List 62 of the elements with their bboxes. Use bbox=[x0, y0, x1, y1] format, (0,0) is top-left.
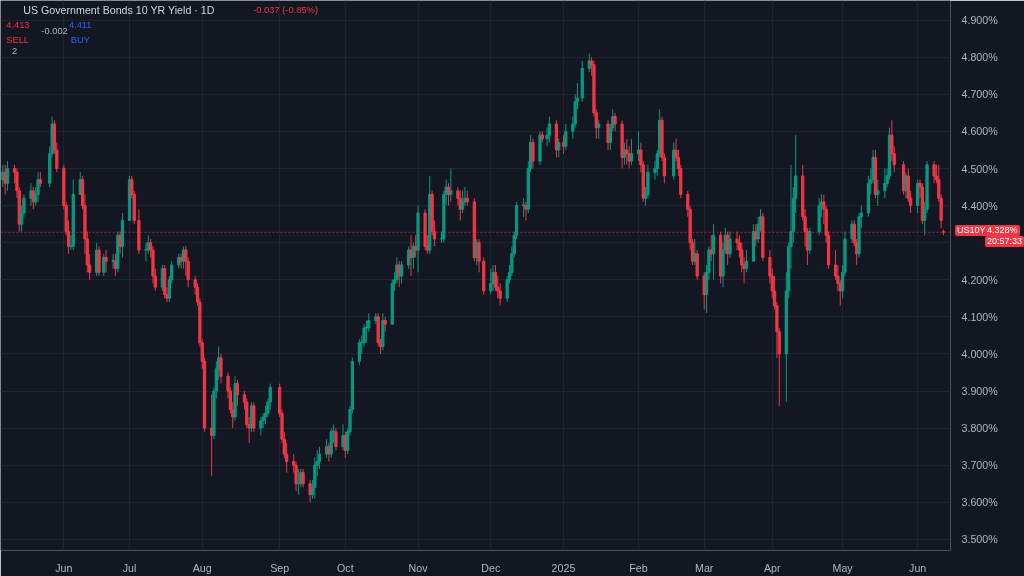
x-tick-label: Jun bbox=[55, 561, 73, 574]
candlestick bbox=[259, 416, 263, 437]
y-tick-label: 3.800% bbox=[961, 422, 999, 435]
candlestick bbox=[564, 123, 568, 151]
y-tick-label: 4.400% bbox=[961, 199, 999, 212]
candlestick bbox=[711, 223, 716, 281]
x-tick-label: Jun bbox=[909, 561, 927, 574]
candlestick bbox=[334, 427, 338, 451]
x-tick-label: Jul bbox=[122, 561, 137, 574]
candlestick bbox=[709, 234, 713, 262]
y-tick-label: 4.500% bbox=[961, 162, 999, 175]
annotation: SELL bbox=[6, 35, 30, 46]
annotation: BUY bbox=[70, 35, 91, 46]
candlestick bbox=[235, 379, 240, 407]
candlestick bbox=[78, 171, 82, 195]
x-tick-label: Sep bbox=[270, 561, 290, 574]
candlestick bbox=[252, 401, 256, 433]
y-tick-label: 3.900% bbox=[961, 385, 999, 398]
candlestick bbox=[547, 116, 551, 144]
candlestick bbox=[629, 138, 634, 166]
candlestick bbox=[524, 201, 528, 221]
x-tick-label: Mar bbox=[695, 561, 714, 574]
y-tick-label: 3.500% bbox=[961, 533, 999, 546]
candlestick bbox=[597, 119, 601, 140]
annotation: -0.037 (-0.85%) bbox=[253, 5, 319, 16]
y-tick-label: 3.700% bbox=[961, 459, 999, 472]
y-tick-label: 4.800% bbox=[961, 51, 999, 64]
candlestick bbox=[400, 260, 404, 284]
candlestick bbox=[449, 168, 453, 203]
annotation: 4.411 bbox=[68, 20, 92, 31]
x-tick-label: Aug bbox=[192, 561, 212, 574]
y-tick-label: 4.600% bbox=[961, 125, 999, 138]
annotation: 4.413 bbox=[6, 20, 30, 31]
candlestick bbox=[489, 268, 493, 296]
x-tick-label: Oct bbox=[337, 561, 354, 574]
x-tick-label: Dec bbox=[481, 561, 501, 574]
y-tick-label: 4.100% bbox=[961, 310, 999, 323]
candlestick bbox=[876, 179, 880, 207]
text: 4.328% bbox=[985, 225, 1020, 236]
candlestick bbox=[557, 138, 561, 158]
y-tick-label: 4.900% bbox=[961, 14, 999, 27]
y-tick-label: 4.200% bbox=[961, 273, 999, 286]
x-tick-label: 2025 bbox=[551, 561, 576, 574]
text: 20:57:33 bbox=[985, 236, 1024, 247]
candlestick bbox=[808, 227, 812, 255]
candlestick bbox=[606, 119, 610, 151]
x-tick-label: May bbox=[832, 561, 854, 574]
x-tick-label: Feb bbox=[629, 561, 648, 574]
x-tick-label: Nov bbox=[408, 561, 429, 574]
ref-line-label: US10Y bbox=[955, 225, 988, 236]
x-tick-label: Apr bbox=[763, 561, 781, 574]
candlestick bbox=[702, 271, 706, 310]
chart-title: US Government Bonds 10 YR Yield · 1D bbox=[23, 4, 215, 17]
candlestick bbox=[357, 338, 361, 366]
annotation: 2 bbox=[11, 46, 18, 57]
y-tick-label: 4.000% bbox=[961, 347, 999, 360]
y-tick-label: 3.600% bbox=[961, 496, 999, 509]
annotation: -0.002 bbox=[41, 25, 68, 36]
candlestick bbox=[5, 160, 10, 192]
candlestick bbox=[458, 190, 462, 221]
candlestick bbox=[118, 231, 122, 255]
y-tick-label: 4.700% bbox=[961, 88, 999, 101]
